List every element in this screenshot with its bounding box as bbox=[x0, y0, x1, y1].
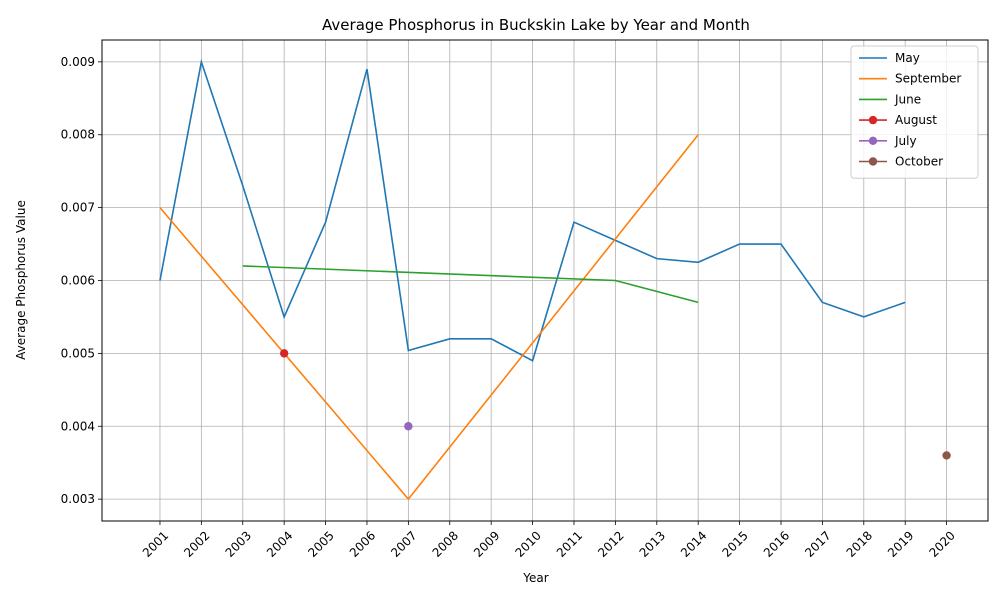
legend-label-october: October bbox=[895, 155, 943, 169]
x-tick-label: 2019 bbox=[885, 528, 916, 559]
series-line-may bbox=[159, 58, 906, 362]
x-axis-ticks: 2001 2002 2003 2004 2005 2006 2007 2008 2009 2010… bbox=[140, 521, 958, 560]
y-axis-label: Average Phosphorus Value bbox=[14, 200, 28, 360]
series-point-july bbox=[404, 422, 413, 431]
legend-label-august: August bbox=[895, 113, 937, 127]
x-tick-label: 2011 bbox=[554, 528, 585, 559]
legend-label-july: July bbox=[894, 134, 917, 148]
y-tick-label: 0.004 bbox=[61, 419, 95, 433]
x-tick-label: 2007 bbox=[388, 528, 419, 559]
x-tick-label: 2016 bbox=[761, 528, 792, 559]
series-point-october bbox=[942, 451, 951, 460]
x-tick-label: 2009 bbox=[471, 528, 502, 559]
x-tick-label: 2015 bbox=[719, 528, 750, 559]
x-tick-label: 2004 bbox=[264, 528, 295, 559]
legend-marker-october bbox=[868, 157, 878, 166]
grid-lines bbox=[102, 40, 988, 521]
x-tick-label: 2008 bbox=[430, 528, 461, 559]
legend-label-may: May bbox=[895, 51, 920, 65]
chart-title: Average Phosphorus in Buckskin Lake by Y… bbox=[322, 16, 750, 34]
x-tick-label: 2001 bbox=[140, 528, 171, 559]
legend-marker-august bbox=[868, 115, 878, 125]
legend-label-september: September bbox=[895, 72, 961, 86]
y-axis-ticks: 0.003 0.004 0.005 0.006 0.007 0.008 0.009 bbox=[61, 55, 102, 506]
x-tick-label: 2017 bbox=[802, 528, 833, 559]
x-tick-label: 2012 bbox=[595, 528, 626, 559]
x-tick-label: 2020 bbox=[926, 528, 957, 559]
legend: May September June August July October bbox=[850, 45, 979, 179]
y-tick-label: 0.008 bbox=[61, 128, 95, 142]
legend-label-june: June bbox=[894, 92, 921, 106]
x-tick-label: 2018 bbox=[844, 528, 875, 559]
x-tick-label: 2002 bbox=[181, 528, 212, 559]
y-tick-label: 0.007 bbox=[61, 201, 95, 215]
x-tick-label: 2013 bbox=[637, 528, 668, 559]
x-tick-label: 2005 bbox=[305, 528, 336, 559]
y-tick-label: 0.006 bbox=[61, 274, 95, 288]
x-tick-label: 2014 bbox=[678, 528, 709, 559]
y-tick-label: 0.003 bbox=[61, 492, 95, 506]
x-tick-label: 2010 bbox=[512, 528, 543, 559]
series-line-september bbox=[159, 134, 699, 501]
legend-marker-july bbox=[868, 136, 878, 145]
y-tick-label: 0.005 bbox=[61, 346, 95, 360]
x-axis-label: Year bbox=[522, 571, 548, 585]
series-point-august bbox=[279, 349, 289, 358]
series-line-june bbox=[242, 265, 699, 304]
series-layer bbox=[159, 58, 951, 501]
x-tick-label: 2006 bbox=[347, 528, 378, 559]
x-tick-label: 2003 bbox=[223, 528, 254, 559]
y-tick-label: 0.009 bbox=[61, 55, 95, 69]
